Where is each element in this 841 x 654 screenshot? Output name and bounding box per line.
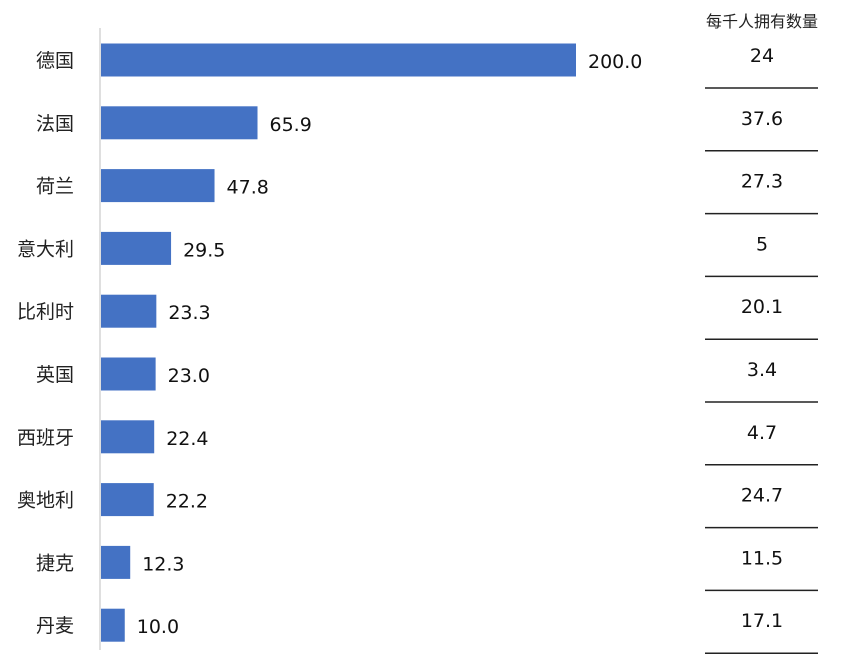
- bar-value-label: 23.3: [168, 302, 210, 324]
- side-table-value: 17.1: [741, 610, 783, 632]
- bar-value-label: 22.2: [166, 491, 208, 513]
- category-label: 英国: [36, 364, 74, 386]
- side-table-value: 37.6: [741, 108, 783, 130]
- bar: [101, 169, 215, 203]
- bar-value-label: 29.5: [183, 239, 225, 261]
- side-table-value: 27.3: [741, 171, 783, 193]
- category-label: 荷兰: [36, 176, 74, 198]
- bar: [101, 545, 131, 579]
- category-label: 比利时: [17, 301, 74, 323]
- category-label: 丹麦: [36, 615, 74, 637]
- bar-value-label: 23.0: [168, 365, 210, 387]
- bar: [101, 483, 154, 517]
- bar: [101, 357, 156, 391]
- side-table-value: 24: [750, 45, 774, 67]
- side-table-value: 20.1: [741, 296, 783, 318]
- side-table-value: 4.7: [747, 422, 777, 444]
- bar: [101, 106, 258, 140]
- bar-value-label: 10.0: [137, 616, 179, 638]
- category-label: 法国: [36, 113, 74, 135]
- bar-value-label: 65.9: [270, 114, 312, 136]
- bar-value-label: 200.0: [588, 51, 642, 73]
- category-label: 捷克: [36, 552, 74, 574]
- bar: [101, 608, 125, 642]
- category-label: 德国: [36, 50, 74, 72]
- bars-group: 德国 200.0 法国 65.9 荷兰 47.8 意大利 29.5 比利时 23.3 英国 23.0 西…: [17, 43, 642, 642]
- side-table-value: 5: [756, 233, 768, 255]
- bar-value-label: 12.3: [142, 553, 184, 575]
- bar: [101, 231, 172, 265]
- bar-value-label: 22.4: [166, 428, 208, 450]
- side-table-value: 3.4: [747, 359, 777, 381]
- category-label: 西班牙: [17, 427, 74, 449]
- category-label: 奥地利: [17, 490, 74, 512]
- side-table-header: 每千人拥有数量: [706, 12, 818, 31]
- bar: [101, 43, 576, 77]
- side-table-value: 24.7: [741, 485, 783, 507]
- bar: [101, 294, 157, 328]
- bar: [101, 420, 155, 454]
- side-table-value: 11.5: [741, 547, 783, 569]
- bar-value-label: 47.8: [227, 177, 269, 199]
- side-table: 24 37.6 27.3 5 20.1 3.4 4.7 24.7 11.5 17.1: [705, 45, 818, 654]
- category-label: 意大利: [17, 238, 74, 260]
